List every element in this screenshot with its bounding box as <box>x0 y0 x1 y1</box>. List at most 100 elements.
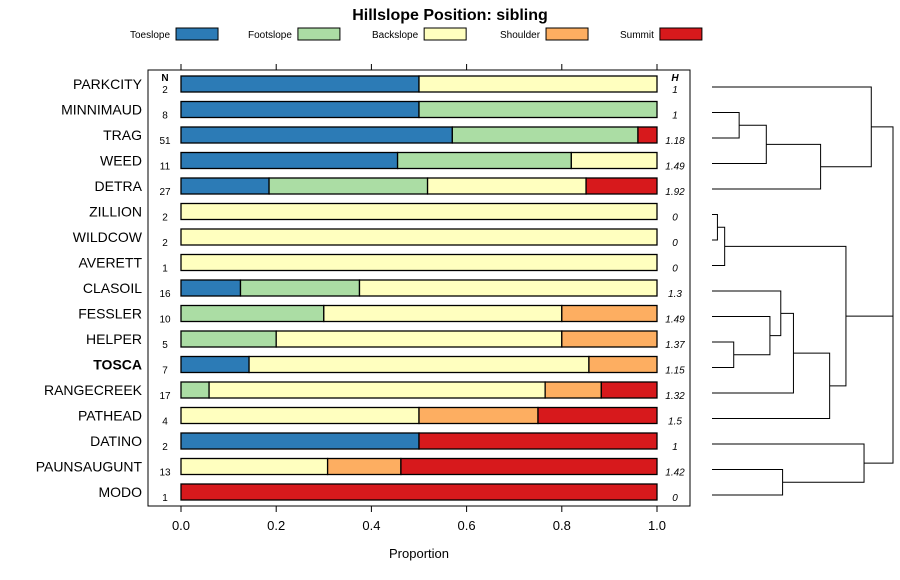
bar-segment <box>239 279 361 297</box>
legend-label: Shoulder <box>500 30 541 41</box>
h-value: 1 <box>672 85 678 96</box>
h-column-header: H <box>671 73 679 84</box>
h-value: 0 <box>672 493 678 504</box>
bar-segment <box>275 330 563 348</box>
bar-row: RANGECREEK 17 1.32 <box>44 381 685 402</box>
h-value: 1.5 <box>668 417 682 428</box>
bar-segment <box>326 457 402 476</box>
bar-row: TOSCA 7 1.15 <box>93 355 685 377</box>
dendrogram-link <box>712 86 872 168</box>
h-value: 1.32 <box>665 391 685 402</box>
dendrogram-link <box>712 469 784 496</box>
h-value: 1.15 <box>665 366 685 377</box>
row-label: MODO <box>98 484 142 500</box>
bar-row: WILDCOW 2 0 <box>73 228 678 249</box>
legend: Toeslope Footslope Backslope Shoulder Summit <box>130 27 703 41</box>
bar-segment <box>208 381 546 399</box>
dendrogram-link <box>712 214 718 241</box>
bar-segment <box>537 406 658 425</box>
bar-segment <box>544 381 602 399</box>
n-value: 1 <box>162 493 168 504</box>
bar-segment <box>248 355 590 374</box>
h-value: 1.37 <box>665 340 685 351</box>
bar-segment <box>180 177 270 195</box>
x-tick-label: 0.4 <box>362 518 380 533</box>
bar-segment <box>561 304 658 323</box>
legend-label: Backslope <box>372 30 419 41</box>
dendrogram-link <box>712 352 831 419</box>
dendrogram-link <box>871 126 894 390</box>
bar-segment <box>418 75 658 93</box>
n-value: 11 <box>160 162 171 173</box>
bar-row: DATINO 2 1 <box>90 432 678 453</box>
row-label: FESSLER <box>78 306 142 322</box>
bar-segment <box>180 304 325 323</box>
x-tick-label: 1.0 <box>648 518 666 533</box>
bar-segment <box>180 381 210 399</box>
x-tick-label: 0.6 <box>458 518 476 533</box>
legend-swatch <box>423 27 467 41</box>
bar-segment <box>180 100 420 119</box>
bar-segment <box>180 151 399 170</box>
n-value: 2 <box>162 238 168 249</box>
bar-segment <box>600 381 658 399</box>
n-value: 2 <box>162 85 168 96</box>
dendrogram-link <box>712 341 735 368</box>
bar-segment <box>323 304 563 323</box>
dendrogram-link <box>712 290 782 337</box>
h-value: 0 <box>672 264 678 275</box>
n-value: 17 <box>159 391 171 402</box>
bar-segment <box>180 483 658 501</box>
bar-row: MODO 1 0 <box>98 483 678 504</box>
bar-segment <box>400 457 658 476</box>
bar-segment <box>561 330 658 348</box>
bar-segment <box>180 75 420 93</box>
bar-row: MINNIMAUD 8 1 <box>61 100 678 122</box>
bar-row: CLASOIL 16 1.3 <box>83 279 682 300</box>
x-axis-label: Proportion <box>389 546 449 561</box>
legend-swatch <box>659 27 703 41</box>
bar-segment <box>637 126 658 144</box>
bar-segment <box>588 355 658 374</box>
n-value: 16 <box>159 289 171 300</box>
legend-label: Toeslope <box>130 30 170 41</box>
row-label: CLASOIL <box>83 280 142 296</box>
x-tick-label: 0.0 <box>172 518 190 533</box>
h-value: 0 <box>672 238 678 249</box>
row-label: WEED <box>100 153 142 169</box>
n-value: 51 <box>159 136 171 147</box>
n-value: 13 <box>159 468 171 479</box>
n-value: 8 <box>162 111 168 122</box>
bar-row: HELPER 5 1.37 <box>86 330 685 351</box>
n-value: 4 <box>162 417 168 428</box>
legend-swatch <box>545 27 589 41</box>
bar-segment <box>180 457 329 476</box>
h-value: 1.49 <box>665 315 685 326</box>
legend-item: Shoulder <box>500 27 589 41</box>
dendrogram-link <box>712 226 726 266</box>
h-value: 1.18 <box>665 136 685 147</box>
bar-row: WEED 11 1.49 <box>100 151 685 173</box>
h-value: 1 <box>672 111 678 122</box>
bar-segment <box>418 406 539 425</box>
x-tick-label: 0.2 <box>267 518 285 533</box>
bar-segment <box>180 355 250 374</box>
n-value: 1 <box>162 264 168 275</box>
dendrogram-link <box>712 443 865 483</box>
dendrogram-link <box>845 315 894 464</box>
n-value: 2 <box>162 442 168 453</box>
bar-segment <box>180 279 242 297</box>
bar-row: AVERETT 1 0 <box>78 253 678 275</box>
bar-segment <box>180 126 453 144</box>
bar-row: TRAG 51 1.18 <box>103 126 685 147</box>
legend-label: Footslope <box>248 30 292 41</box>
bar-segment <box>180 228 658 246</box>
row-label: AVERETT <box>78 255 142 271</box>
h-value: 1.92 <box>665 187 685 198</box>
n-value: 27 <box>159 187 171 198</box>
n-value: 10 <box>159 315 171 326</box>
n-value: 2 <box>162 213 168 224</box>
dendrogram <box>712 86 894 496</box>
